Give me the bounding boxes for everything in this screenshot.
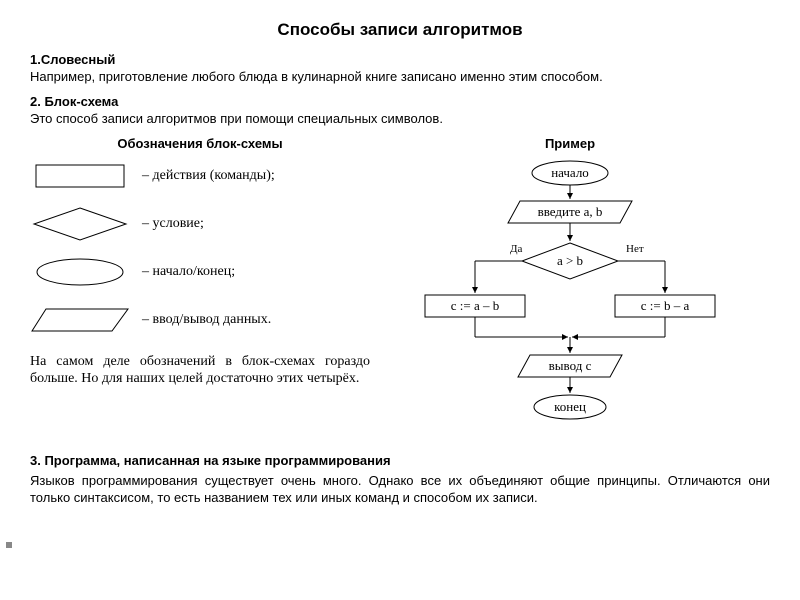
ellipse-icon	[30, 257, 130, 287]
sec3-head: 3. Программа, написанная на языке програ…	[30, 453, 770, 468]
legend-label: – начало/конец;	[142, 264, 235, 280]
legend-note: На самом деле обозначений в блок-схемах …	[30, 353, 370, 388]
legend-row-condition: – условие;	[30, 209, 370, 239]
diamond-icon	[30, 209, 130, 239]
node-start: начало	[551, 165, 589, 180]
node-left: c := a – b	[451, 298, 499, 313]
parallelogram-icon	[30, 305, 130, 335]
legend-row-terminal: – начало/конец;	[30, 257, 370, 287]
node-output: вывод c	[549, 358, 592, 373]
legend-label: – ввод/вывод данных.	[142, 312, 271, 328]
example-column: Пример начало введите a, b a > b	[370, 136, 770, 447]
label-no: Нет	[626, 243, 644, 255]
legend-label: – действия (команды);	[142, 168, 275, 184]
sec1-head: 1.Словесный	[30, 52, 770, 67]
label-yes: Да	[510, 243, 523, 255]
flowchart: начало введите a, b a > b Да Нет c := a …	[390, 157, 750, 447]
sec1-text: Например, приготовление любого блюда в к…	[30, 69, 770, 86]
node-cond: a > b	[557, 253, 583, 268]
sec3-text: Языков программирования существует очень…	[30, 472, 770, 507]
example-title: Пример	[370, 136, 770, 151]
legend-column: Обозначения блок-схемы – действия (коман…	[30, 136, 370, 447]
legend-row-action: – действия (команды);	[30, 161, 370, 191]
legend-label: – условие;	[142, 216, 204, 232]
node-input: введите a, b	[538, 204, 603, 219]
node-end: конец	[554, 399, 586, 414]
slide-marker-icon	[6, 542, 12, 548]
legend-title: Обозначения блок-схемы	[30, 136, 370, 151]
sec2-text: Это способ записи алгоритмов при помощи …	[30, 111, 770, 128]
sec2-head: 2. Блок-схема	[30, 94, 770, 109]
node-right: c := b – a	[641, 298, 690, 313]
page-title: Способы записи алгоритмов	[30, 20, 770, 40]
legend-row-io: – ввод/вывод данных.	[30, 305, 370, 335]
rectangle-icon	[30, 161, 130, 191]
